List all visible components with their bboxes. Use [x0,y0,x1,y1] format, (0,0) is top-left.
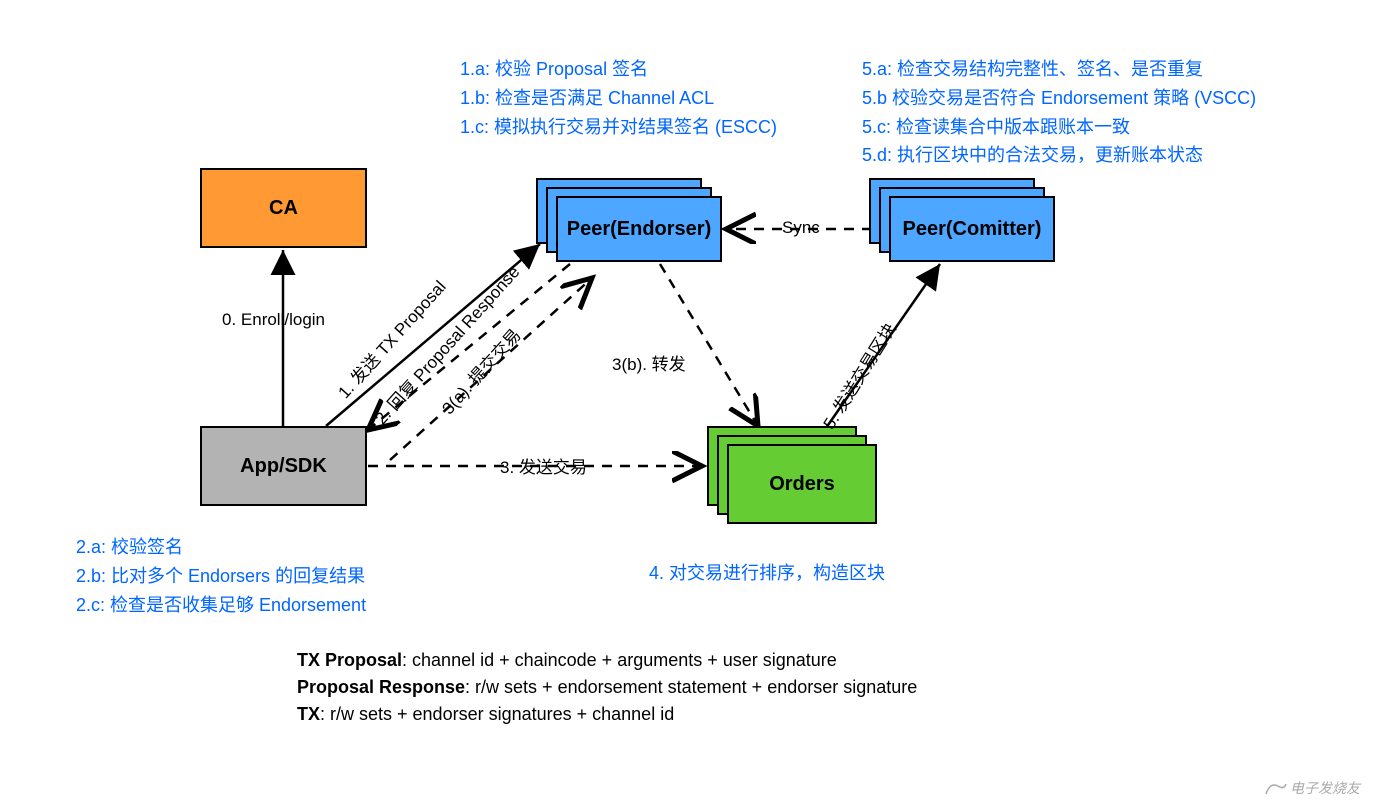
app-label: App/SDK [240,455,327,478]
label-send: 3. 发送交易 [500,453,587,478]
endorser-label: Peer(Endorser) [567,218,712,241]
step2-line-b: 2.b: 比对多个 Endorsers 的回复结果 [76,562,366,591]
annotation-step4: 4. 对交易进行排序，构造区块 [649,559,885,588]
step5-line-a: 5.a: 检查交易结构完整性、签名、是否重复 [862,55,1256,84]
step1-line-a: 1.a: 校验 Proposal 签名 [460,55,777,84]
def-tx: TX: r/w sets + endorser signatures + cha… [297,701,917,728]
watermark-text: 电子发烧友 [1290,778,1360,798]
step1-line-b: 1.b: 检查是否满足 Channel ACL [460,84,777,113]
step2-line-a: 2.a: 校验签名 [76,533,366,562]
step5-line-d: 5.d: 执行区块中的合法交易，更新账本状态 [862,141,1256,170]
label-block: 5. 发送交易区块 [815,317,900,433]
endorser-node: Peer(Endorser) [556,196,722,262]
def-tx-proposal: TX Proposal: channel id + chaincode + ar… [297,647,917,674]
step2-line-c: 2.c: 检查是否收集足够 Endorsement [76,591,366,620]
app-node: App/SDK [200,426,367,506]
step4-line: 4. 对交易进行排序，构造区块 [649,559,885,588]
watermark: 电子发烧友 [1262,778,1360,798]
orders-label: Orders [769,473,835,496]
annotation-step2: 2.a: 校验签名 2.b: 比对多个 Endorsers 的回复结果 2.c:… [76,533,366,619]
step5-line-b: 5.b 校验交易是否符合 Endorsement 策略 (VSCC) [862,84,1256,113]
ca-label: CA [269,197,298,220]
annotation-step1: 1.a: 校验 Proposal 签名 1.b: 检查是否满足 Channel … [460,55,777,141]
def-proposal-response: Proposal Response: r/w sets + endorsemen… [297,674,917,701]
step1-line-c: 1.c: 模拟执行交易并对结果签名 (ESCC) [460,113,777,142]
committer-node: Peer(Comitter) [889,196,1055,262]
committer-label: Peer(Comitter) [903,218,1042,241]
label-sync: Sync [782,218,820,238]
label-enroll: 0. Enroll/login [222,310,325,330]
annotation-step5: 5.a: 检查交易结构完整性、签名、是否重复 5.b 校验交易是否符合 Endo… [862,55,1256,170]
ca-node: CA [200,168,367,248]
label-forward: 3(b). 转发 [612,350,686,375]
step5-line-c: 5.c: 检查读集合中版本跟账本一致 [862,113,1256,142]
definitions-block: TX Proposal: channel id + chaincode + ar… [297,647,917,728]
watermark-icon [1262,778,1290,798]
orders-node: Orders [727,444,877,524]
